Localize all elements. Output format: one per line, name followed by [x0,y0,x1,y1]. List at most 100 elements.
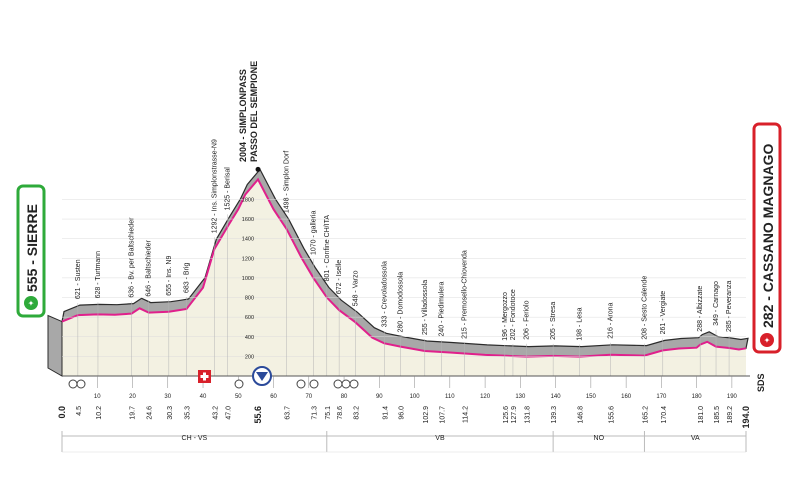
km-marker: 47.0 [226,406,233,420]
km-marker: 19.7 [130,406,137,420]
profile-area [47,166,749,377]
km-marker: 30.3 [167,406,174,420]
waypoint-label: 240 - Piedimulera [439,282,446,337]
waypoint-label: 548 - Varzo [352,270,359,306]
x-tick-label: 40 [200,394,207,400]
finish-badge: 282 - CASSANO MAGNAGO ✦ [752,122,782,354]
x-tick-label: 180 [692,394,703,400]
km-marker: 0.0 [57,406,67,419]
waypoint-label: 280 - Domodossola [398,272,405,333]
waypoint-label: 628 - Turtmann [95,251,102,299]
km-marker: 4.5 [76,406,83,416]
y-tick-label: 600 [245,315,254,321]
waypoint-label: 206 - Feriolo [524,300,531,339]
summit-name-2: PASSO DEL SEMPIONE [249,61,259,162]
waypoint-label: 636 - Bv. per Baltschieder [129,217,136,298]
km-marker: 125.6 [503,406,510,424]
waypoint-label: 1292 - Ins. Simplonstrasse-N9 [211,139,218,233]
region-label: VB [435,435,445,442]
km-marker: 107.7 [440,406,447,424]
km-marker: 185.5 [714,406,721,424]
waypoint-label: 202 - Fondotoce [510,289,517,340]
waypoint-label: 215 - Premosello-Chiovenda [462,250,469,339]
start-bike-icon [24,296,38,310]
region-label: VA [691,435,700,442]
km-marker: 43.2 [212,406,219,420]
svg-text:555 - SIERRE: 555 - SIERRE [24,204,40,292]
km-marker: 71.3 [311,406,318,420]
sds-label: SDS [756,373,766,392]
profile-fill [62,179,746,376]
km-marker: 194.0 [741,406,751,429]
start-name: SIERRE [24,204,40,256]
km-marker: 24.6 [147,406,154,420]
waypoint-label: 255 - Villadossola [422,280,429,335]
km-marker: 189.2 [727,406,734,424]
waypoint-label: 205 - Stresa [550,302,557,340]
x-tick-label: 110 [445,394,455,400]
waypoint-label: 655 - Ins. N9 [166,256,173,296]
km-marker: 102.9 [423,406,430,424]
svg-text:2004 - SIMPLONPASS: 2004 - SIMPLONPASS [238,69,248,162]
summit-dot [255,166,261,172]
waypoint-label: 285 - Peveranza [726,281,733,332]
km-marker: 91.4 [382,406,389,420]
waypoint-label: 672 - Iselle [336,260,343,294]
km-marker: 35.3 [185,406,192,420]
profile-start-wall [47,314,63,377]
waypoint-label: 333 - Crevoladossola [381,261,388,327]
profile-grid: 200 400 600 800 1000 1200 1400 1600 1800 [62,197,746,376]
km-marker: 165.2 [643,406,650,424]
waypoint-labels: 621 - Susten 628 - Turtmann 636 - Bv. per … [75,139,733,341]
summit-label: 2004 - SIMPLONPASS PASSO DEL SEMPIONE [238,61,259,162]
x-tick-label: 130 [515,394,526,400]
x-tick-label: 10 [94,394,101,400]
y-tick-label: 800 [245,296,254,302]
km-marker: 114.2 [463,406,470,423]
km-marker-labels: 0.0 4.5 10.2 19.7 24.6 30.3 35.3 43.2 47.0 55.6 63… [57,406,751,429]
distance-axis: 10 20 30 40 50 60 70 80 90 100 110 120 130 140 150 160 1… [62,375,750,400]
finish-altitude: 282 [760,304,776,328]
waypoint-label: 621 - Susten [75,259,82,299]
x-tick-label: 100 [410,394,421,400]
x-tick-label: 160 [621,394,632,400]
km-marker: 78.6 [337,406,344,420]
km-marker: 55.6 [253,406,263,424]
km-marker: 155.6 [609,406,616,424]
waypoint-label: 261 - Vergiate [660,291,667,335]
x-tick-label: 50 [235,394,242,400]
summit-name: SIMPLONPASS [238,69,248,134]
waypoint-label: 288 - Albizzate [697,286,704,332]
route-event-icons [68,379,359,389]
waypoint-label: 198 - Lesa [577,307,584,340]
y-tick-label: 200 [245,354,254,360]
waypoint-label: 1498 - Simplon Dorf [284,151,291,213]
y-tick-label: 1200 [242,256,254,262]
x-tick-label: 140 [551,394,562,400]
start-altitude: 555 [24,268,40,292]
x-tick-label: 120 [480,394,491,400]
mountain-gpm-icon [252,366,272,386]
x-tick-label: 90 [376,394,383,400]
km-marker: 127.9 [511,406,518,424]
km-marker: 146.8 [578,406,585,424]
summit-altitude: 2004 [238,142,248,162]
region-label: CH - VS [182,435,208,442]
waypoint-label: 1525 - Berisal [225,167,232,211]
km-marker: 83.2 [353,406,360,420]
x-tick-label: 30 [164,394,171,400]
km-marker: 170.4 [661,406,668,424]
region-bands: CH - VS VB NO VA [61,431,747,453]
x-tick-label: 190 [727,394,738,400]
waypoint-label: 208 - Sesto Calende [642,276,649,340]
waypoint-label: 196 - Mergozzo [502,292,509,341]
region-label: NO [594,435,605,442]
km-marker: 139.3 [551,406,558,424]
x-tick-label: 20 [129,394,136,400]
x-tick-label: 70 [305,394,312,400]
finish-name: CASSANO MAGNAGO [760,144,776,293]
svg-text:✦: ✦ [28,299,35,308]
waypoint-label: 349 - Carnago [713,281,720,326]
waypoint-label: 216 - Arona [608,303,615,339]
